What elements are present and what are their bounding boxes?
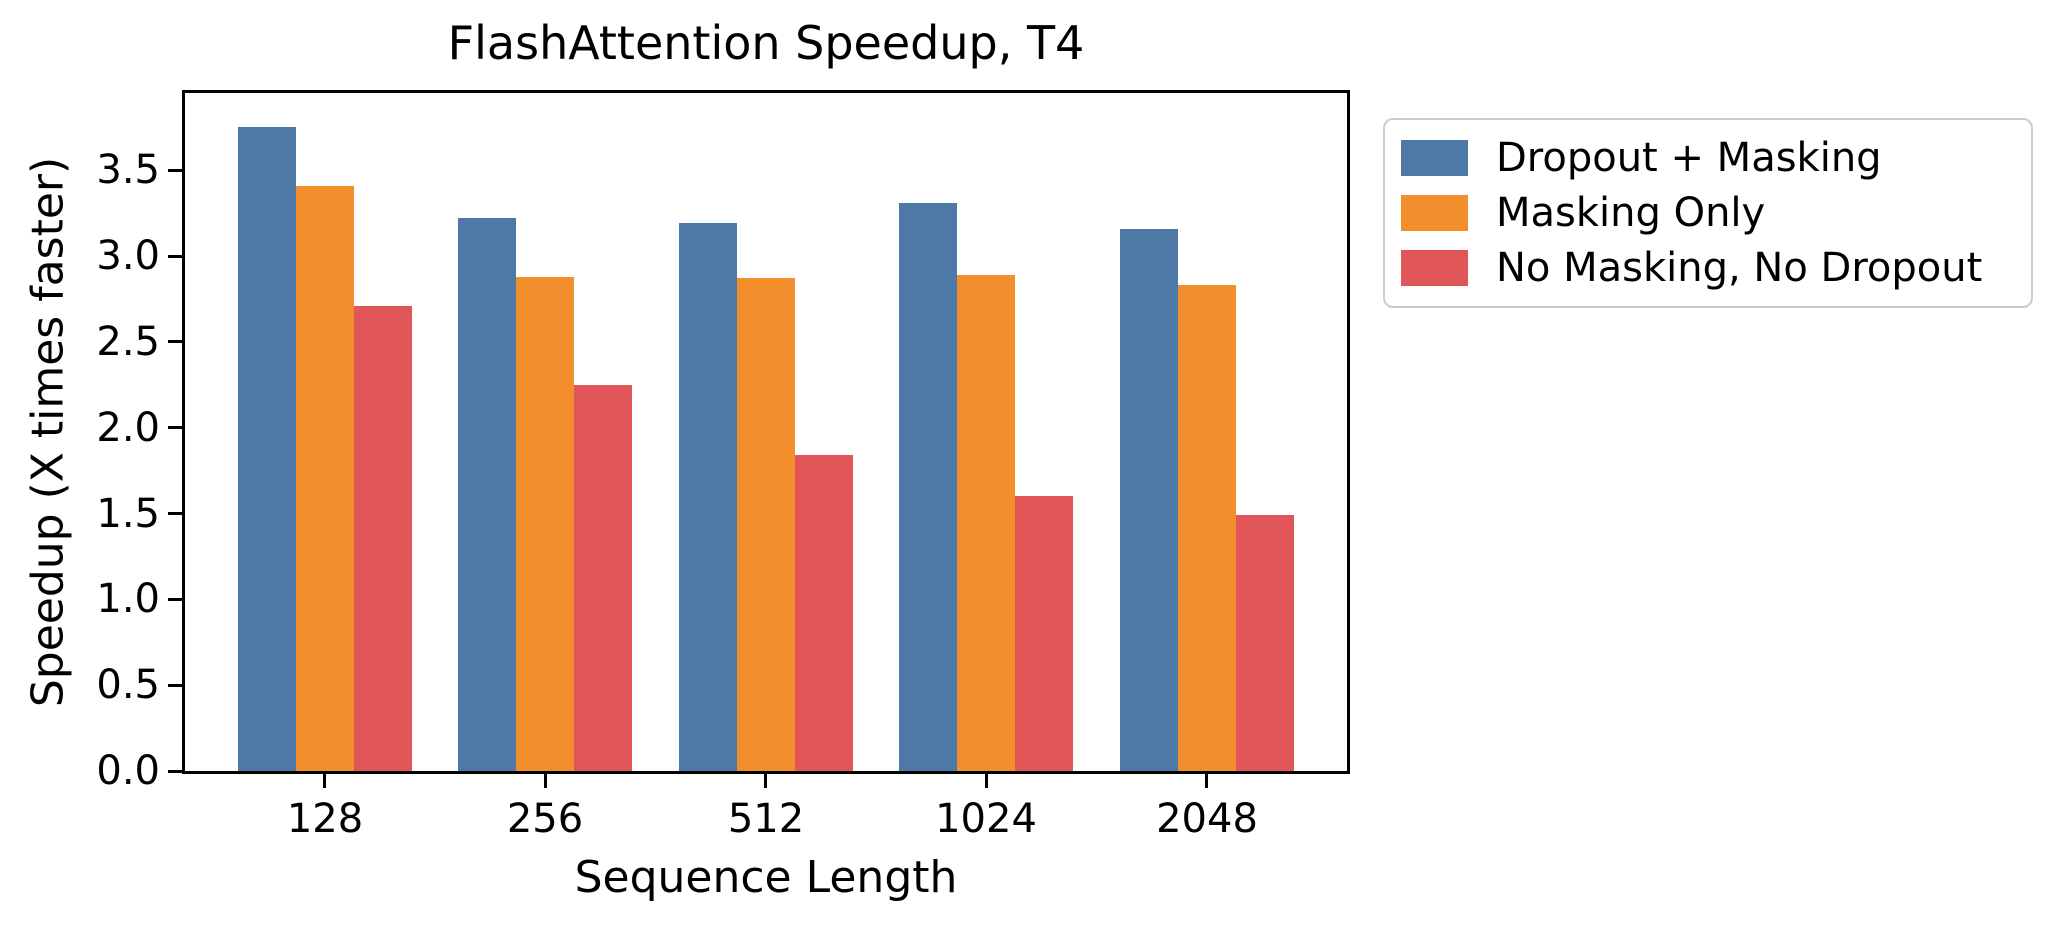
x-tick-label: 1024: [935, 796, 1037, 842]
y-tick-label: 3.0: [96, 233, 160, 279]
y-tick-label: 2.5: [96, 319, 160, 365]
plot-area: [182, 90, 1350, 774]
x-tick-label: 512: [727, 796, 805, 842]
bar-512-series-0: [679, 223, 737, 771]
x-tick-mark: [764, 774, 767, 788]
bar-1024-series-0: [899, 203, 957, 771]
y-tick-label: 0.0: [96, 748, 160, 794]
bar-2048-series-0: [1120, 229, 1178, 771]
x-tick-mark: [323, 774, 326, 788]
y-tick-label: 0.5: [96, 662, 160, 708]
bar-512-series-2: [795, 455, 853, 771]
bar-2048-series-2: [1236, 515, 1294, 771]
y-tick-label: 3.5: [96, 147, 160, 193]
x-tick-label: 128: [286, 796, 364, 842]
legend-swatch-series-0: [1401, 140, 1468, 177]
legend-row: No Masking, No Dropout: [1401, 240, 2031, 295]
bar-2048-series-1: [1178, 285, 1236, 771]
legend: Dropout + Masking Masking Only No Masking,…: [1383, 118, 2033, 308]
bar-256-series-0: [458, 218, 516, 771]
legend-swatch-series-1: [1401, 195, 1468, 231]
bar-128-series-2: [354, 306, 412, 771]
bar-512-series-1: [737, 278, 795, 771]
y-tick-mark: [168, 512, 182, 515]
y-tick-mark: [168, 770, 182, 773]
legend-swatch-series-2: [1401, 249, 1468, 286]
chart-title: FlashAttention Speedup, T4: [447, 16, 1085, 70]
x-tick-mark: [1205, 774, 1208, 788]
legend-label: Masking Only: [1496, 190, 1766, 236]
y-tick-label: 1.0: [96, 576, 160, 622]
legend-row: Dropout + Masking: [1401, 131, 2031, 186]
y-tick-mark: [168, 684, 182, 687]
y-tick-label: 1.5: [96, 491, 160, 537]
y-tick-mark: [168, 426, 182, 429]
bar-1024-series-2: [1015, 496, 1073, 771]
x-tick-mark: [544, 774, 547, 788]
bar-1024-series-1: [957, 275, 1015, 771]
legend-label: Dropout + Masking: [1496, 135, 1882, 182]
y-tick-label: 2.0: [96, 405, 160, 451]
y-tick-mark: [168, 255, 182, 258]
y-tick-mark: [168, 340, 182, 343]
bar-256-series-1: [516, 277, 574, 771]
bar-256-series-2: [574, 385, 632, 771]
x-tick-label: 2048: [1156, 796, 1258, 842]
y-axis-title: Speedup (X times faster): [22, 156, 74, 708]
x-tick-mark: [985, 774, 988, 788]
y-tick-mark: [168, 169, 182, 172]
x-axis-title: Sequence Length: [574, 852, 958, 903]
x-tick-label: 256: [506, 796, 584, 842]
legend-row: Masking Only: [1401, 186, 2031, 241]
legend-label: No Masking, No Dropout: [1496, 244, 1983, 291]
y-tick-mark: [168, 598, 182, 601]
bar-128-series-0: [238, 127, 296, 771]
bar-128-series-1: [296, 186, 354, 771]
